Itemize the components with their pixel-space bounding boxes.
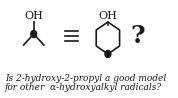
- Text: OH: OH: [98, 11, 117, 21]
- Text: Is 2-hydroxy-2-propyl a good model: Is 2-hydroxy-2-propyl a good model: [5, 74, 166, 83]
- Text: OH: OH: [24, 11, 43, 21]
- Text: for other  α-hydroxyalkyl radicals?: for other α-hydroxyalkyl radicals?: [5, 83, 162, 92]
- Circle shape: [31, 30, 37, 38]
- Circle shape: [105, 50, 111, 58]
- Text: ?: ?: [130, 24, 145, 48]
